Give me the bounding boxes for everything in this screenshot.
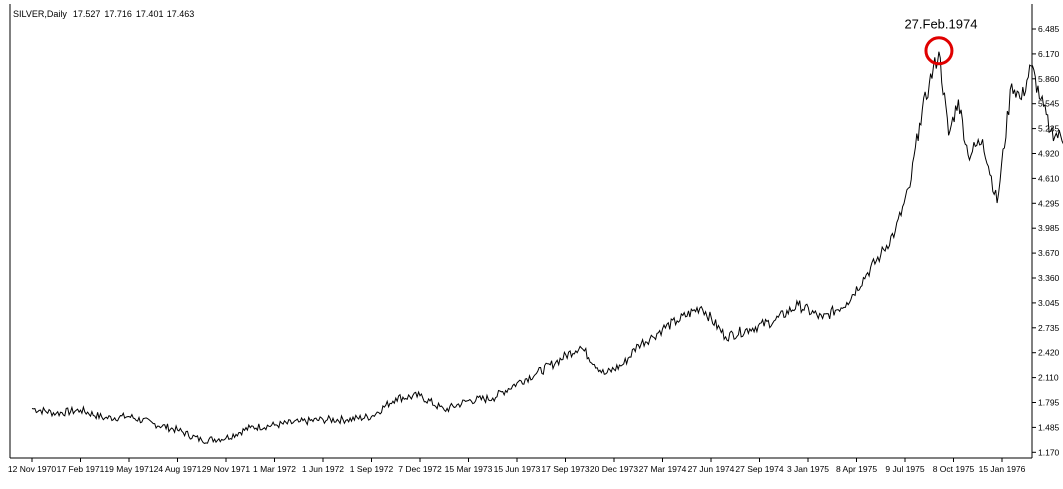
x-tick-label: 1 Sep 1972 <box>350 464 394 474</box>
price-line-segment-0 <box>31 51 1013 444</box>
x-tick-label: 29 Nov 1971 <box>202 464 250 474</box>
peak-highlight-circle <box>924 36 954 66</box>
chart-ohlc-open: 17.527 <box>73 9 101 19</box>
y-tick-label: 2.420 <box>1038 348 1060 358</box>
x-tick-label: 24 Aug 1971 <box>154 464 202 474</box>
x-tick-label: 15 Jun 1973 <box>494 464 541 474</box>
chart-symbol: SILVER,Daily <box>13 9 67 19</box>
x-tick-label: 27 Sep 1974 <box>735 464 783 474</box>
x-tick-label: 19 May 1971 <box>104 464 153 474</box>
x-tick-label: 15 Jan 1976 <box>979 464 1026 474</box>
y-tick-label: 5.545 <box>1038 99 1060 109</box>
chart-axes <box>9 4 1033 459</box>
y-tick-label: 4.920 <box>1038 149 1060 159</box>
y-tick-label: 4.610 <box>1038 173 1060 183</box>
y-tick-label: 3.360 <box>1038 273 1060 283</box>
y-tick-label: 1.485 <box>1038 422 1060 432</box>
x-tick-label: 9 Jul 1975 <box>885 464 924 474</box>
y-tick-label: 2.110 <box>1038 373 1059 383</box>
chart-info-label: SILVER,Daily 17.527 17.716 17.401 17.463 <box>13 9 194 19</box>
chart-ohlc-close: 17.463 <box>167 9 195 19</box>
peak-date-label: 27.Feb.1974 <box>904 17 977 32</box>
y-tick-label: 5.860 <box>1038 74 1060 84</box>
x-tick-label: 1 Jun 1972 <box>302 464 344 474</box>
x-tick-label: 3 Jan 1975 <box>787 464 829 474</box>
x-tick-label: 8 Oct 1975 <box>933 464 975 474</box>
y-tick-label: 3.045 <box>1038 298 1060 308</box>
y-tick-label: 1.170 <box>1038 447 1060 457</box>
x-axis-ticks: 12 Nov 1970 17 Feb 1971 19 May 1971 24 Aug … <box>8 458 1026 474</box>
y-tick-label: 3.670 <box>1038 248 1060 258</box>
x-tick-label: 8 Apr 1975 <box>836 464 877 474</box>
x-tick-label: 27 Mar 1974 <box>639 464 687 474</box>
y-tick-label: 4.295 <box>1038 198 1060 208</box>
x-tick-label: 17 Feb 1971 <box>57 464 105 474</box>
y-axis-ticks: 6.4856.1705.8605.5455.2354.9204.6104.295… <box>1032 24 1060 457</box>
chart-ohlc-high: 17.716 <box>104 9 132 19</box>
y-tick-label: 6.485 <box>1038 24 1060 34</box>
x-tick-label: 27 Jun 1974 <box>688 464 735 474</box>
y-tick-label: 2.735 <box>1038 323 1060 333</box>
x-tick-label: 7 Dec 1972 <box>398 464 442 474</box>
y-tick-label: 3.985 <box>1038 223 1060 233</box>
x-tick-label: 20 Dec 1973 <box>590 464 638 474</box>
price-series <box>31 51 1063 444</box>
y-tick-label: 1.795 <box>1038 398 1060 408</box>
chart-ohlc-low: 17.401 <box>136 9 164 19</box>
x-tick-label: 15 Mar 1973 <box>445 464 493 474</box>
x-tick-label: 12 Nov 1970 <box>8 464 56 474</box>
chart-annotations: 27.Feb.1974 <box>904 17 977 66</box>
x-tick-label: 1 Mar 1972 <box>253 464 296 474</box>
x-tick-label: 17 Sep 1973 <box>541 464 589 474</box>
y-tick-label: 6.170 <box>1038 49 1060 59</box>
